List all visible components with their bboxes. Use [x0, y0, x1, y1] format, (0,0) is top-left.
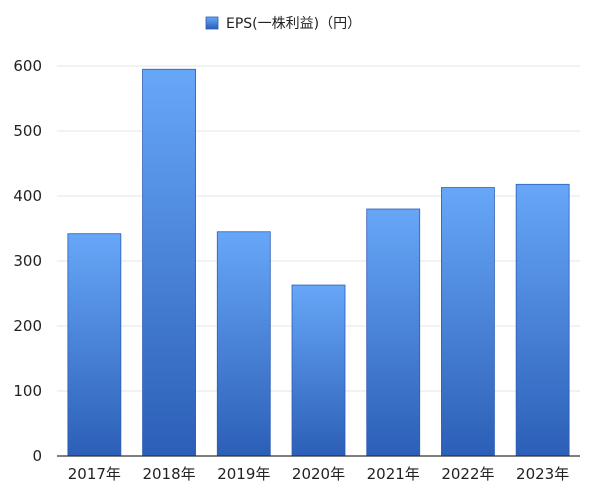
bar-2022年: [441, 187, 495, 457]
legend-label: EPS(一株利益)（円）: [226, 16, 361, 32]
bar-2023年: [515, 183, 570, 457]
x-tick-label-2017年: 2017年: [68, 465, 121, 483]
y-tick-label-300: 300: [13, 252, 42, 270]
x-tick-label-2022年: 2022年: [441, 465, 494, 483]
x-tick-label-2021年: 2021年: [367, 465, 420, 483]
x-tick-label-2023年: 2023年: [516, 465, 569, 483]
bar-2020年: [291, 284, 346, 457]
x-axis-labels: 2017年 2018年 2019年 2020年 2021年 2022年 2023年: [68, 465, 569, 483]
x-tick-label-2020年: 2020年: [292, 465, 345, 483]
y-axis-labels: 0 100 200 300 400 500 600: [13, 57, 42, 465]
y-tick-label-0: 0: [32, 447, 42, 465]
y-tick-label-500: 500: [13, 122, 42, 140]
bar-2019年: [216, 231, 271, 457]
legend-swatch: [205, 16, 219, 30]
legend: EPS(一株利益)（円）: [205, 16, 361, 32]
y-tick-label-200: 200: [13, 317, 42, 335]
bar-2017年: [67, 233, 122, 457]
y-tick-label-100: 100: [13, 382, 42, 400]
y-tick-label-400: 400: [13, 187, 42, 205]
bars: [67, 68, 570, 457]
x-tick-label-2019年: 2019年: [217, 465, 270, 483]
y-tick-label-600: 600: [13, 57, 42, 75]
bar-2018年: [142, 68, 196, 457]
x-tick-label-2018年: 2018年: [142, 465, 195, 483]
bar-2021年: [366, 208, 421, 457]
